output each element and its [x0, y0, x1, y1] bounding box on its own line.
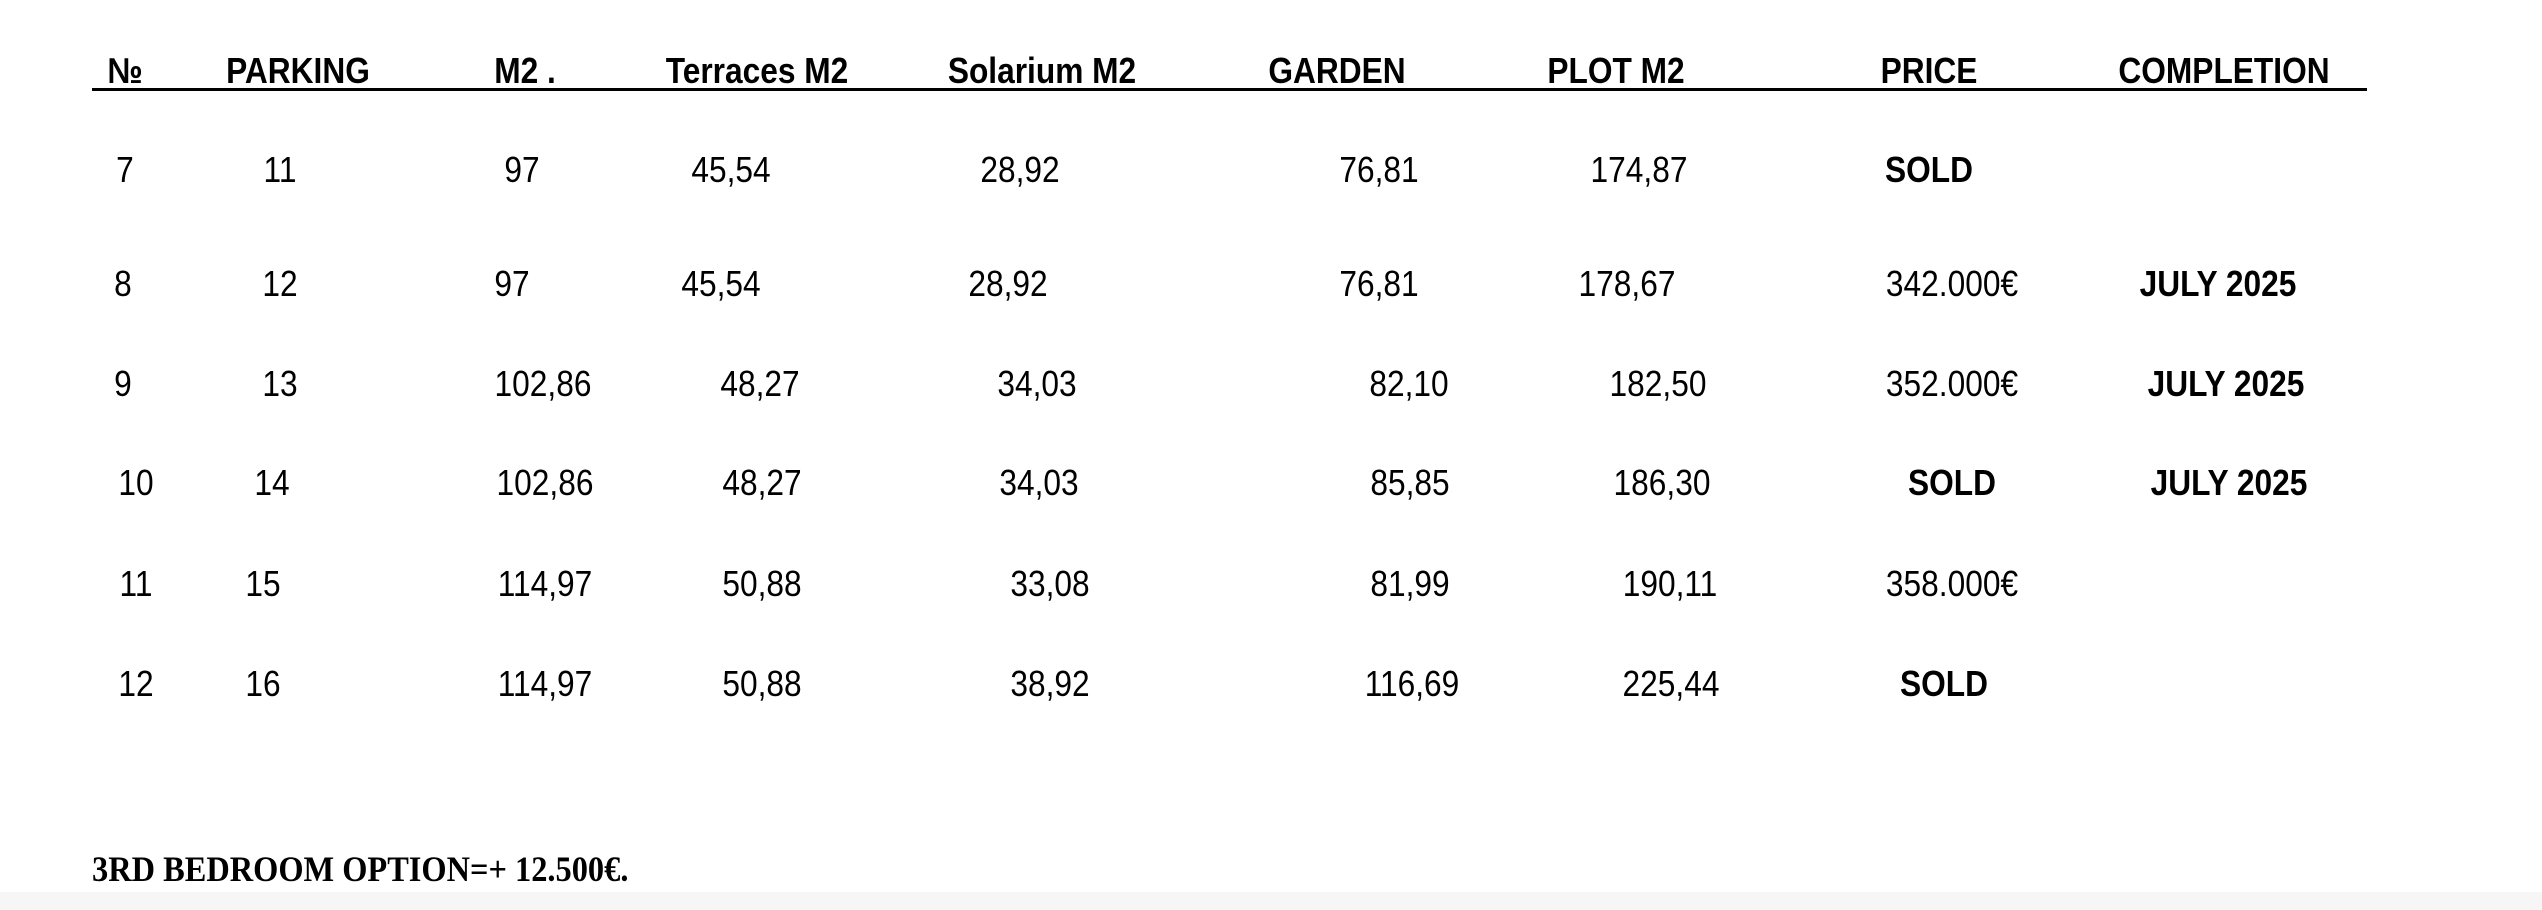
cell-terraces-m2: 48,27 — [722, 462, 802, 504]
cell-number: 7 — [115, 149, 134, 191]
cell-garden: 76,81 — [1339, 262, 1420, 304]
cell-solarium-m2: 38,92 — [1010, 663, 1091, 705]
cell-parking: 11 — [263, 149, 297, 191]
cell-parking: 13 — [262, 363, 299, 405]
cell-completion: JULY 2025 — [2147, 363, 2305, 405]
cell-m2: 102,86 — [496, 462, 594, 504]
bedroom-option-note: 3RD BEDROOM OPTION=+ 12.500€. — [92, 849, 629, 889]
header-price: PRICE — [1880, 50, 1978, 92]
cell-price: SOLD — [1907, 462, 1996, 504]
cell-garden: 82,10 — [1368, 363, 1449, 405]
header-plot-m2: PLOT M2 — [1547, 50, 1685, 92]
cell-plot-m2: 186,30 — [1613, 462, 1710, 504]
cell-garden: 85,85 — [1370, 462, 1450, 504]
cell-terraces-m2: 45,54 — [681, 262, 761, 304]
header-m2: M2 . — [494, 50, 557, 92]
cell-number: 9 — [114, 363, 133, 405]
cell-parking: 14 — [254, 462, 290, 504]
cell-solarium-m2: 34,03 — [997, 363, 1078, 405]
cell-garden: 76,81 — [1339, 149, 1420, 191]
cell-plot-m2: 225,44 — [1622, 663, 1720, 705]
cell-price: 352.000€ — [1885, 363, 2018, 405]
cell-parking: 16 — [244, 663, 281, 705]
header-solarium-m2: Solarium M2 — [948, 50, 1137, 92]
cell-terraces-m2: 48,27 — [720, 363, 800, 405]
cell-m2: 114,97 — [497, 562, 592, 604]
cell-price: 358.000€ — [1885, 562, 2018, 604]
cell-number: 8 — [114, 262, 133, 304]
cell-m2: 114,97 — [497, 663, 592, 705]
cell-terraces-m2: 50,88 — [722, 663, 802, 705]
cell-plot-m2: 190,11 — [1622, 562, 1717, 604]
cell-terraces-m2: 50,88 — [722, 562, 802, 604]
cell-garden: 81,99 — [1370, 562, 1450, 604]
cell-plot-m2: 174,87 — [1590, 149, 1688, 191]
cell-number: 10 — [118, 462, 154, 504]
cell-parking: 12 — [262, 262, 299, 304]
cell-terraces-m2: 45,54 — [691, 149, 771, 191]
cell-parking: 15 — [244, 562, 281, 604]
header-underline — [92, 88, 2367, 91]
page-bottom-edge — [0, 892, 2542, 910]
header-completion: COMPLETION — [2118, 50, 2330, 92]
cell-number: 11 — [119, 562, 153, 604]
cell-plot-m2: 178,67 — [1579, 262, 1676, 304]
cell-number: 12 — [118, 663, 154, 705]
cell-m2: 97 — [494, 262, 530, 304]
cell-price: SOLD — [1884, 149, 1973, 191]
header-number: № — [107, 50, 143, 92]
cell-solarium-m2: 33,08 — [1010, 562, 1091, 604]
cell-completion: JULY 2025 — [2150, 462, 2308, 504]
header-garden: GARDEN — [1268, 50, 1406, 92]
cell-price: SOLD — [1899, 663, 1988, 705]
cell-m2: 97 — [504, 149, 540, 191]
header-parking: PARKING — [226, 50, 371, 92]
cell-solarium-m2: 34,03 — [999, 462, 1079, 504]
cell-plot-m2: 182,50 — [1609, 363, 1707, 405]
cell-price: 342.000€ — [1885, 262, 2018, 304]
header-terraces-m2: Terraces M2 — [665, 50, 849, 92]
cell-m2: 102,86 — [494, 363, 592, 405]
cell-solarium-m2: 28,92 — [968, 262, 1048, 304]
cell-garden: 116,69 — [1364, 663, 1460, 705]
cell-solarium-m2: 28,92 — [979, 149, 1060, 191]
cell-completion: JULY 2025 — [2139, 262, 2296, 304]
